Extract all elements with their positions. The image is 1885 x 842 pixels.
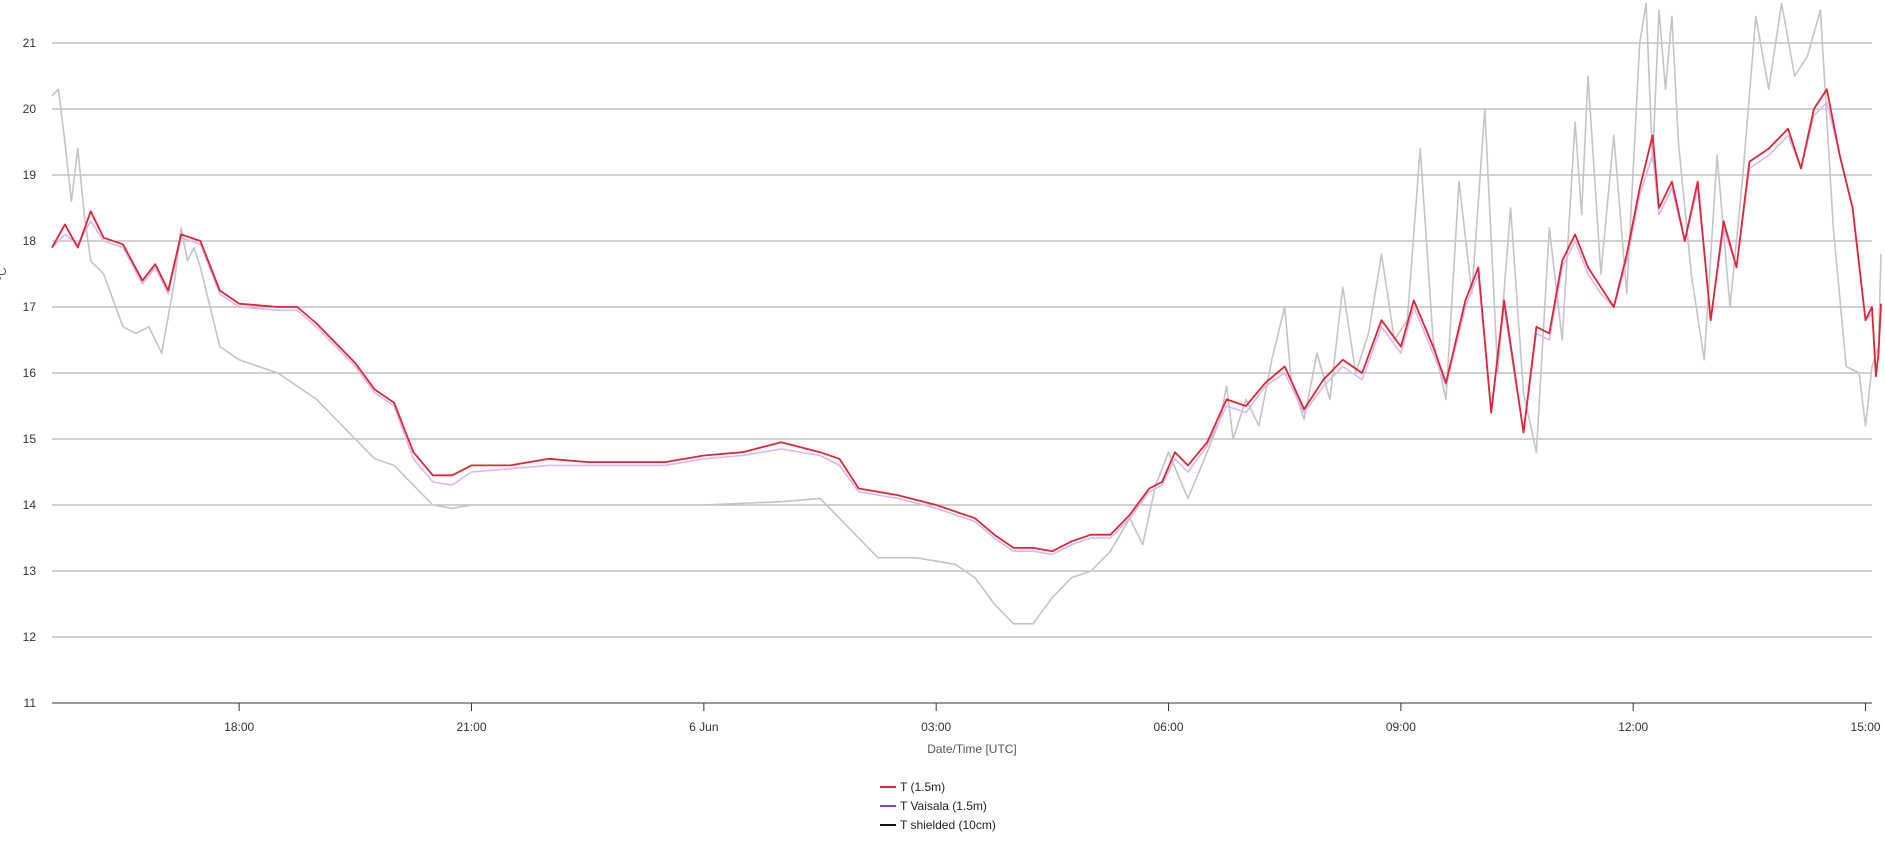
x-axis-ticks: 18:00 21:00 6 Jun 03:00 06:00 09:00 12:00 15:00 bbox=[224, 703, 1881, 734]
series-line-t-1-5m bbox=[51, 88, 1882, 553]
x-tick-label-3: 03:00 bbox=[921, 720, 951, 734]
y-tick-label-16: 16 bbox=[23, 366, 37, 380]
x-tick-label-2: 6 Jun bbox=[689, 720, 718, 734]
y-tick-label-11: 11 bbox=[24, 696, 37, 710]
y-tick-label-18: 18 bbox=[23, 234, 37, 248]
series-line-t-shielded-10cm bbox=[51, 2, 1882, 625]
x-tick-label-0: 18:00 bbox=[224, 720, 254, 734]
y-tick-label-19: 19 bbox=[23, 168, 37, 182]
y-tick-label-12: 12 bbox=[23, 630, 37, 644]
y-tick-label-20: 20 bbox=[23, 102, 37, 116]
x-tick-label-6: 12:00 bbox=[1618, 720, 1648, 734]
legend-item-1[interactable]: T Vaisala (1.5m) bbox=[900, 799, 987, 813]
y-axis-label: °C bbox=[0, 267, 9, 281]
y-tick-label-14: 14 bbox=[23, 498, 37, 512]
y-tick-label-13: 13 bbox=[23, 564, 37, 578]
legend-item-0[interactable]: T (1.5m) bbox=[900, 780, 945, 794]
series-line-t-vaisala-1-5m bbox=[51, 101, 1882, 556]
x-tick-label-5: 09:00 bbox=[1386, 720, 1416, 734]
x-tick-label-7: 15:00 bbox=[1851, 720, 1881, 734]
x-tick-label-1: 21:00 bbox=[456, 720, 486, 734]
x-tick-label-4: 06:00 bbox=[1154, 720, 1184, 734]
legend[interactable]: T (1.5m) T Vaisala (1.5m) T shielded (10cm… bbox=[880, 780, 996, 832]
y-tick-label-21: 21 bbox=[23, 36, 37, 50]
gridlines bbox=[52, 42, 1872, 638]
y-axis-ticks: 11 12 13 14 15 16 17 18 19 20 21 bbox=[23, 36, 37, 710]
y-tick-label-15: 15 bbox=[23, 432, 37, 446]
x-axis-label: Date/Time [UTC] bbox=[927, 742, 1017, 756]
y-tick-label-17: 17 bbox=[23, 300, 37, 314]
legend-item-2[interactable]: T shielded (10cm) bbox=[900, 818, 996, 832]
series-lines bbox=[51, 2, 1882, 625]
